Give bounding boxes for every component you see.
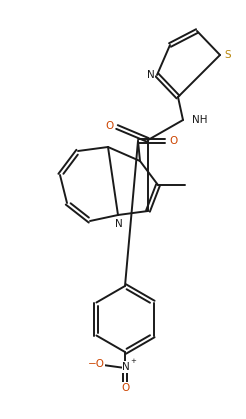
Text: −O: −O	[88, 359, 105, 369]
Text: N: N	[122, 362, 130, 372]
Text: O: O	[169, 136, 177, 146]
Text: NH: NH	[192, 115, 207, 125]
Text: N: N	[147, 70, 155, 80]
Text: S: S	[225, 50, 231, 60]
Text: O: O	[105, 121, 113, 131]
Text: +: +	[130, 358, 136, 364]
Text: N: N	[115, 219, 123, 229]
Text: O: O	[121, 383, 129, 393]
